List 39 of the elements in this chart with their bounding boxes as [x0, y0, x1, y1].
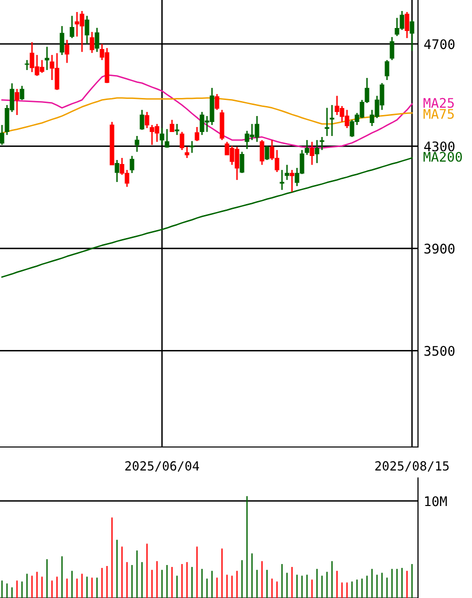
candlestick	[14, 88, 20, 116]
candlestick	[264, 145, 270, 161]
series-label: MA25	[424, 98, 454, 108]
candlestick	[20, 85, 24, 101]
candlestick	[304, 139, 310, 156]
candlestick	[144, 111, 150, 129]
candlestick	[260, 139, 264, 166]
series-label: MA75	[424, 109, 454, 119]
candlestick	[44, 46, 50, 71]
candlestick	[114, 159, 120, 183]
candlestick	[284, 164, 290, 181]
candlestick	[330, 104, 334, 137]
candlestick	[134, 135, 140, 153]
y-tick-label: 4700	[424, 39, 454, 50]
y-tick-label: 4300	[424, 141, 454, 152]
y-tick-label: 3900	[424, 244, 454, 254]
candlestick	[180, 131, 184, 151]
candlestick	[0, 124, 4, 146]
candlestick	[90, 31, 94, 54]
candlestick	[70, 15, 74, 39]
candlestick	[160, 127, 164, 146]
candlestick	[130, 155, 134, 174]
candlestick	[64, 39, 70, 64]
candlestick	[164, 128, 170, 148]
series-label: MA200	[424, 152, 462, 162]
candlestick	[24, 59, 30, 71]
y-tick-label: 10M	[425, 496, 447, 506]
x-tick-label: 2025/08/15	[375, 461, 449, 472]
y-tick-label: 3500	[424, 346, 454, 356]
line-series	[1, 157, 413, 278]
candlestick	[320, 136, 324, 151]
candlestick	[84, 15, 90, 45]
candlestick	[404, 11, 410, 39]
candlestick	[140, 109, 144, 131]
candlestick	[324, 107, 330, 137]
x-tick-label: 2025/06/04	[125, 461, 200, 472]
candlestick	[190, 140, 194, 154]
candlestick	[384, 59, 390, 81]
candlestick	[184, 146, 190, 159]
